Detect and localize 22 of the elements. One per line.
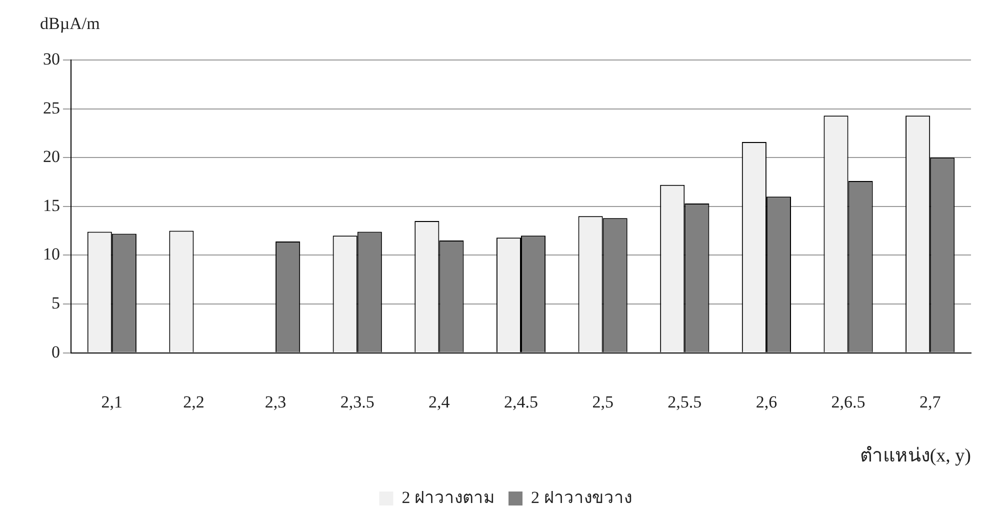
x-tick-label: 2,6	[756, 392, 778, 412]
y-tick-label: 25	[43, 98, 60, 118]
y-tick-label: 15	[43, 196, 60, 215]
y-tick-label: 0	[52, 342, 60, 362]
x-tick-label: 2,3	[264, 392, 286, 412]
x-tick-label: 2,3.5	[340, 392, 374, 412]
x-tick-label: 2,4.5	[504, 392, 538, 412]
y-tick-label: 30	[43, 49, 60, 68]
x-tick-label: 2,5	[592, 392, 614, 412]
y-tick-label: 20	[43, 147, 60, 166]
x-tick-label: 2,1	[101, 392, 123, 412]
x-tick-label: 2,6.5	[831, 392, 866, 412]
legend-label: 2 ฝาวางขวาง	[531, 488, 632, 507]
y-tick-label: 10	[43, 244, 60, 264]
y-axis-title: dBµA/m	[40, 14, 100, 34]
y-tick-label: 5	[52, 293, 60, 312]
x-tick-label: 2,4	[428, 392, 450, 412]
x-tick-label: 2,2	[183, 392, 204, 412]
x-tick-label: 2,5.5	[668, 392, 702, 412]
x-axis-title: ตำแหน่ง(x, y)	[860, 446, 971, 467]
legend-label: 2 ฝาวางตาม	[402, 488, 494, 507]
x-tick-label: 2,7	[919, 392, 942, 412]
